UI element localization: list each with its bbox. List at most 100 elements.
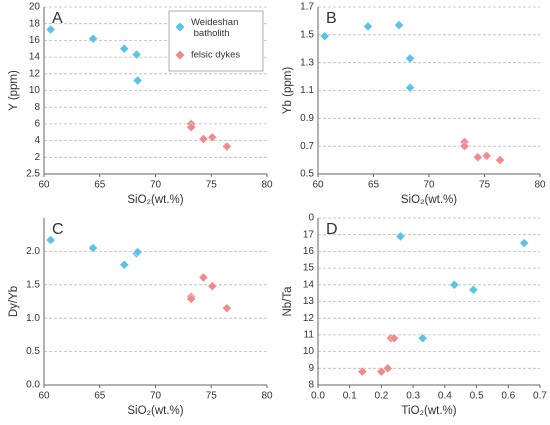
x-tick-label: 75 bbox=[206, 180, 218, 191]
point bbox=[468, 284, 479, 295]
x-tick-label: 65 bbox=[368, 180, 380, 191]
x-tick-label: 60 bbox=[312, 180, 324, 191]
point bbox=[405, 53, 415, 64]
y-tick-label: 1.3 bbox=[300, 57, 314, 68]
point bbox=[382, 363, 393, 374]
point bbox=[459, 141, 470, 152]
y-tick-label: 14 bbox=[303, 279, 315, 290]
point bbox=[449, 279, 460, 290]
x-tick-label: 0.7 bbox=[533, 391, 547, 402]
y-tick-label: 20 bbox=[29, 2, 41, 13]
y-tick-label: 8 bbox=[34, 102, 40, 113]
x-tick-label: 80 bbox=[261, 391, 273, 402]
point bbox=[198, 272, 209, 283]
point bbox=[119, 43, 130, 54]
y-axis-title: Dy/Yb bbox=[8, 286, 20, 317]
y-tick-label: 0 bbox=[308, 213, 314, 224]
point bbox=[319, 31, 330, 42]
point bbox=[481, 151, 492, 161]
y-tick-label: 12 bbox=[303, 313, 315, 324]
x-tick-label: 80 bbox=[534, 180, 546, 191]
panel-label: C bbox=[52, 221, 64, 238]
point bbox=[186, 122, 197, 133]
x-tick-label: 0.6 bbox=[501, 391, 515, 402]
point bbox=[88, 243, 98, 253]
point bbox=[394, 20, 404, 30]
point bbox=[207, 281, 218, 291]
legend-swatch bbox=[175, 22, 185, 32]
point bbox=[472, 152, 483, 163]
y-tick-label: 1.0 bbox=[26, 313, 40, 324]
point bbox=[131, 49, 142, 60]
x-tick-label: 0.1 bbox=[343, 391, 357, 402]
point bbox=[45, 235, 56, 245]
point bbox=[198, 134, 209, 144]
x-tick-label: 65 bbox=[94, 180, 106, 191]
point bbox=[376, 366, 387, 377]
x-tick-label: 80 bbox=[261, 180, 273, 191]
x-tick-label: 0.0 bbox=[311, 391, 325, 402]
point bbox=[495, 155, 505, 165]
x-tick-label: 70 bbox=[150, 180, 162, 191]
x-tick-label: 70 bbox=[150, 391, 162, 402]
point bbox=[222, 141, 232, 152]
y-tick-label: 17 bbox=[303, 229, 315, 240]
panel-label: D bbox=[326, 221, 338, 238]
x-tick-label: 0.5 bbox=[470, 391, 484, 402]
point bbox=[207, 132, 218, 143]
y-tick-label: 18 bbox=[29, 18, 41, 29]
y-axis-title: Yb (ppm) bbox=[282, 67, 294, 114]
y-tick-label: 6 bbox=[34, 119, 40, 130]
x-tick-label: 0.4 bbox=[438, 391, 452, 402]
y-tick-label: 2.0 bbox=[26, 246, 40, 257]
x-tick-label: 60 bbox=[38, 180, 50, 191]
y-tick-label: 1.5 bbox=[300, 29, 314, 40]
x-tick-label: 0.2 bbox=[374, 391, 388, 402]
x-tick-label: 70 bbox=[423, 180, 435, 191]
y-tick-label: 13 bbox=[303, 296, 315, 307]
x-axis-title: SiO₂(wt.%) bbox=[401, 194, 457, 206]
y-axis-title: Nb/Ta bbox=[282, 286, 294, 317]
y-axis-title: Y (ppm) bbox=[8, 70, 20, 111]
y-tick-label: 0.5 bbox=[300, 169, 314, 180]
point bbox=[88, 33, 98, 44]
y-tick-label: 11 bbox=[304, 330, 315, 341]
y-tick-label: 10 bbox=[29, 85, 41, 96]
y-tick-label: 10 bbox=[303, 346, 315, 357]
y-tick-label: 12 bbox=[29, 68, 41, 79]
y-tick-label: 2.5 bbox=[26, 169, 40, 180]
point bbox=[405, 82, 415, 93]
legend-box bbox=[168, 10, 264, 72]
y-tick-label: 15 bbox=[303, 263, 315, 274]
point bbox=[119, 259, 130, 270]
y-tick-label: 1.1 bbox=[300, 85, 314, 96]
point bbox=[395, 231, 406, 242]
point bbox=[132, 75, 143, 86]
y-tick-label: 4 bbox=[34, 135, 40, 146]
y-tick-label: 9 bbox=[308, 363, 314, 374]
x-axis-title: SiO₂(wt.%) bbox=[127, 405, 183, 417]
point bbox=[519, 238, 529, 248]
point bbox=[132, 247, 143, 257]
point bbox=[186, 293, 197, 304]
legend-swatch bbox=[175, 50, 185, 60]
y-tick-label: 14 bbox=[29, 52, 41, 63]
x-tick-label: 75 bbox=[206, 391, 218, 402]
x-tick-label: 75 bbox=[479, 180, 491, 191]
panel-label: B bbox=[326, 10, 337, 27]
y-tick-label: 8 bbox=[308, 380, 314, 391]
y-tick-label: 0.0 bbox=[26, 380, 40, 391]
x-axis-title: SiO₂(wt.%) bbox=[127, 194, 183, 206]
y-tick-label: 0.5 bbox=[26, 346, 40, 357]
y-tick-label: 2 bbox=[34, 152, 40, 163]
y-tick-label: 1.5 bbox=[26, 279, 40, 290]
x-tick-label: 60 bbox=[38, 391, 50, 402]
x-tick-label: 65 bbox=[94, 391, 106, 402]
y-tick-label: 16 bbox=[29, 35, 41, 46]
point bbox=[357, 366, 368, 377]
y-tick-label: 16 bbox=[303, 246, 315, 257]
point bbox=[363, 21, 373, 32]
y-tick-label: 1.7 bbox=[300, 2, 314, 13]
x-tick-label: 0.3 bbox=[406, 391, 420, 402]
point bbox=[222, 303, 232, 314]
